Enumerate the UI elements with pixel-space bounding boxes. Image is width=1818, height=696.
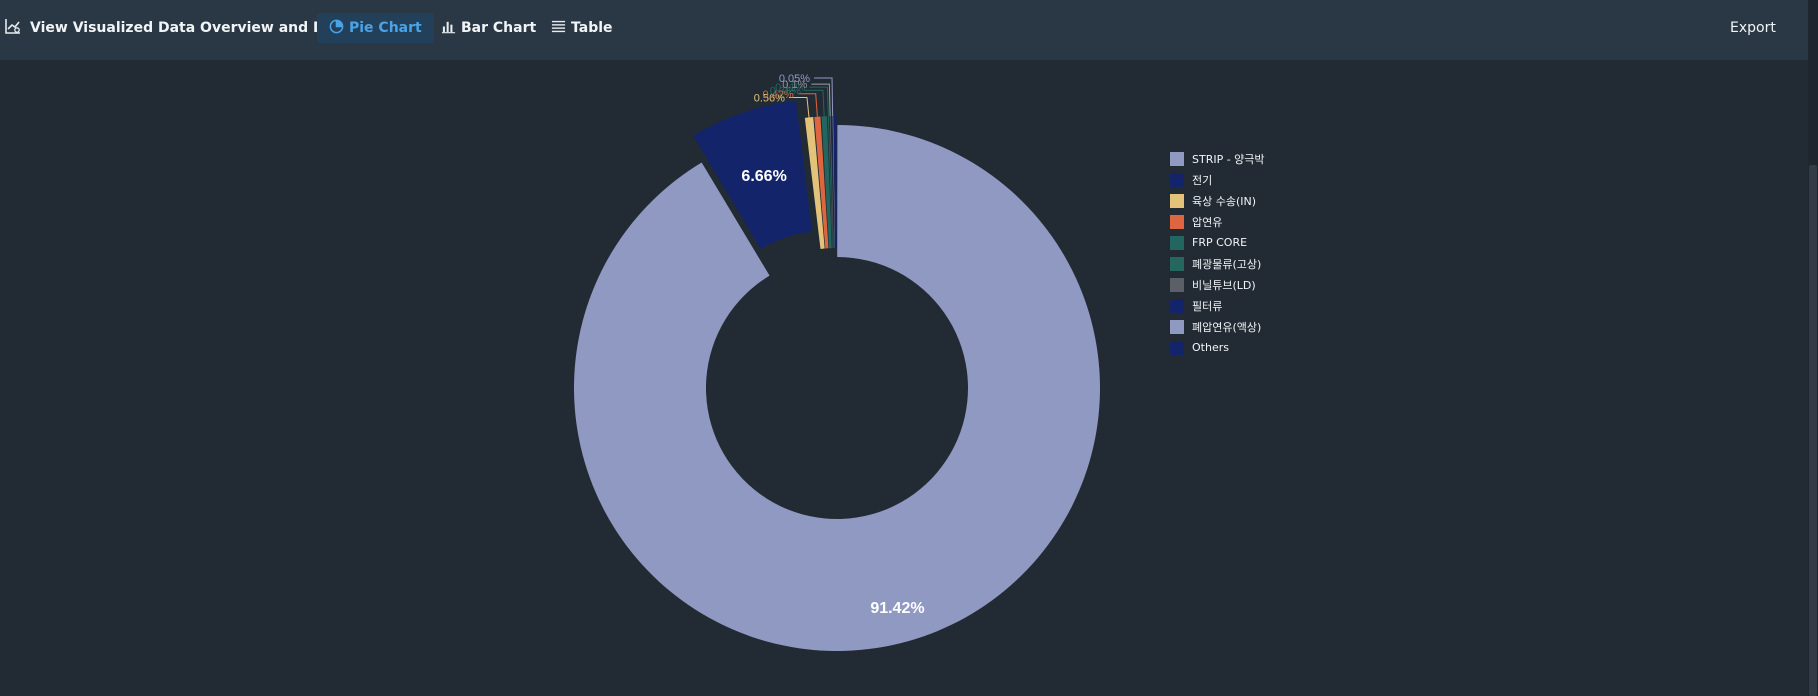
legend-label: 전기 [1192,173,1213,187]
legend-swatch [1170,214,1184,229]
pie-slice-5[interactable] [827,116,833,249]
legend-item[interactable]: 비닐튜브(LD) [1170,274,1265,295]
legend-item[interactable]: 폐광물류(고상) [1170,253,1265,274]
leader-line-8 [814,77,834,117]
leader-line-4 [804,89,825,117]
leader-line-5 [809,86,829,117]
slice-label-2: 0.56% [754,93,785,105]
tab-pie-chart[interactable]: Pie Chart [317,13,434,43]
tab-bar-chart[interactable]: Bar Chart [429,13,548,43]
legend-swatch [1170,235,1184,250]
slice-label-5: 0.11% [775,82,806,94]
pie-slice-8[interactable] [832,116,836,249]
leader-line-6 [811,83,831,117]
legend-swatch [1170,172,1184,187]
chart-overview-icon [4,17,22,39]
legend-item[interactable]: FRP CORE [1170,232,1265,253]
legend-swatch [1170,340,1184,355]
pie-slice-6[interactable] [829,116,834,249]
legend-label: Others [1192,341,1229,354]
pie-slice-4[interactable] [821,116,832,249]
slice-label-1: 6.66% [741,168,786,185]
legend-item[interactable]: Others [1170,337,1265,358]
slice-label-8: 0.05% [779,73,810,85]
legend-item[interactable]: 폐압연유(액상) [1170,316,1265,337]
leader-line-3 [797,93,818,117]
pie-slice-9[interactable] [833,116,837,249]
pie-slice-7[interactable] [831,116,835,249]
table-icon [551,19,566,38]
legend-label: STRIP - 양극박 [1192,152,1265,166]
scrollbar-thumb[interactable] [1809,165,1817,696]
pie-chart-icon [329,19,344,38]
bar-chart-icon [441,19,456,38]
header-bar: View Visualized Data Overview and Detail… [0,0,1808,60]
legend-swatch [1170,277,1184,292]
pie-slice-2[interactable] [804,117,825,249]
legend-item[interactable]: 전기 [1170,169,1265,190]
legend-label: 압연유 [1192,215,1223,229]
legend-label: 육상 수송(IN) [1192,194,1257,208]
legend-label: 필터류 [1192,299,1223,313]
page-title-text: View Visualized Data Overview and Detail… [30,20,369,36]
page-title: View Visualized Data Overview and Detail… [4,16,368,40]
legend-swatch [1170,319,1184,334]
donut-chart: 91.42% 6.66% 0.56%0.42%0.38%0.11%0.1%0.05% [573,73,1100,652]
legend-swatch [1170,256,1184,271]
legend-swatch [1170,193,1184,208]
tab-pie-chart-label: Pie Chart [349,20,422,36]
slice-label-6: 0.1% [782,79,807,91]
legend-item[interactable]: 필터류 [1170,295,1265,316]
legend-item[interactable]: STRIP - 양극박 [1170,148,1265,169]
tab-bar-chart-label: Bar Chart [461,20,537,36]
slice-label-4: 0.38% [770,85,801,97]
tab-table[interactable]: Table [539,13,625,43]
legend-item[interactable]: 압연유 [1170,211,1265,232]
legend-label: 폐압연유(액상) [1192,320,1262,334]
legend-swatch [1170,151,1184,166]
pie-slice-1[interactable] [693,100,812,249]
slice-label-0: 91.42% [870,600,924,617]
slice-label-3: 0.42% [762,89,793,101]
legend-label: FRP CORE [1192,236,1248,249]
pie-slice-0[interactable] [573,125,1100,652]
pie-slice-3[interactable] [814,116,829,249]
tab-table-label: Table [571,20,613,36]
legend-label: 비닐튜브(LD) [1192,278,1256,292]
legend-label: 폐광물류(고상) [1192,257,1262,271]
leader-line-2 [788,97,810,118]
legend-item[interactable]: 육상 수송(IN) [1170,190,1265,211]
export-button[interactable]: Export [1730,20,1776,36]
legend-swatch [1170,298,1184,313]
